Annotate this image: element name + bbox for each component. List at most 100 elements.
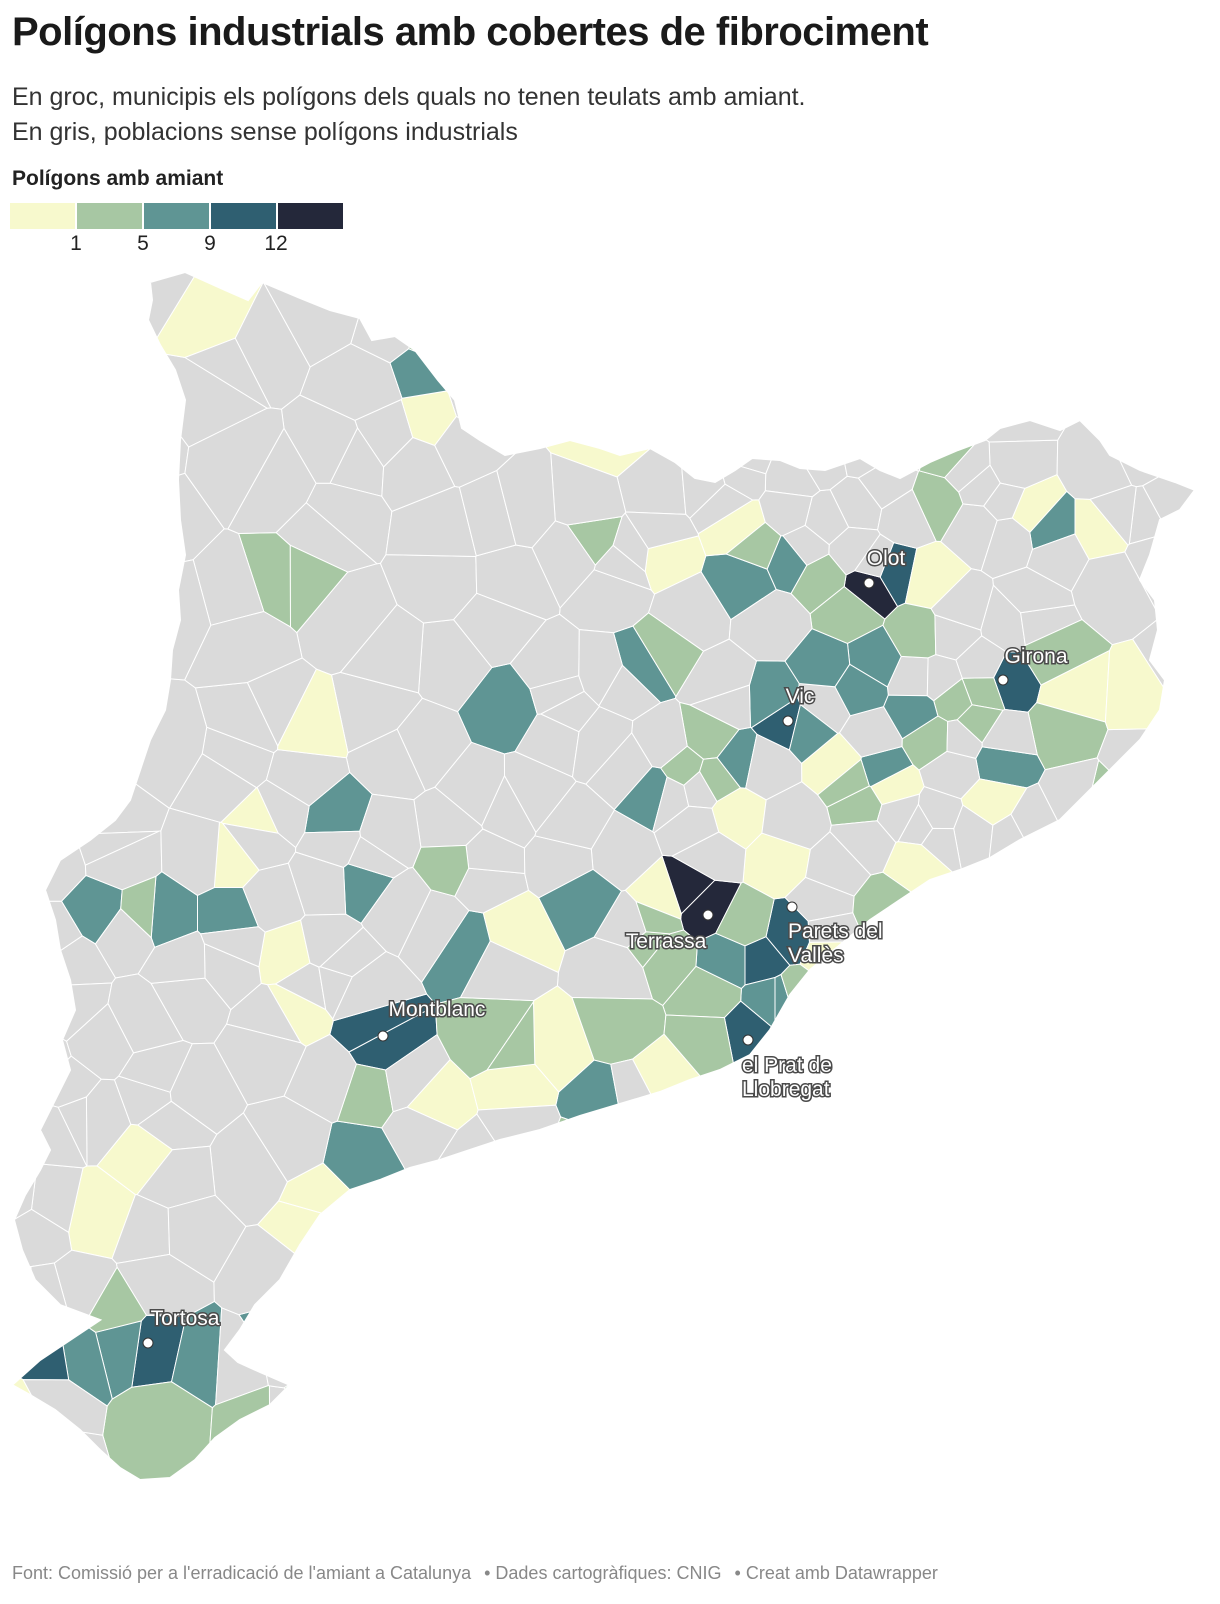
- municipality-polygon: [924, 414, 986, 446]
- municipality-polygon: [738, 272, 790, 318]
- municipality-polygon: [299, 343, 403, 421]
- municipality-polygon: [1084, 1341, 1171, 1411]
- city-label-girona: Girona: [1004, 645, 1067, 668]
- municipality-polygon: [612, 512, 649, 573]
- municipality-polygon: [160, 807, 220, 896]
- legend-ticks: 1 5 9 12: [10, 232, 350, 260]
- municipality-polygon: [701, 311, 770, 365]
- municipality-polygon: [295, 1332, 343, 1380]
- municipality-polygon: [40, 466, 111, 539]
- municipality-polygon: [610, 272, 688, 336]
- municipality-polygon: [936, 976, 1003, 1075]
- municipality-polygon: [519, 1263, 572, 1366]
- municipality-polygon: [389, 348, 463, 399]
- municipality-polygon: [848, 1325, 899, 1388]
- municipality-polygon: [12, 727, 76, 851]
- municipality-polygon: [550, 1454, 647, 1480]
- municipality-polygon: [926, 654, 963, 702]
- municipality-polygon: [817, 1384, 905, 1480]
- municipality-polygon: [930, 568, 994, 631]
- municipality-polygon: [107, 973, 184, 1054]
- municipality-polygon: [1153, 1082, 1195, 1155]
- city-label-olot: Olot: [867, 547, 906, 570]
- city-marker-el-prat-de-llobregat: [742, 1034, 754, 1046]
- municipality-polygon: [289, 544, 349, 634]
- municipality-polygon: [788, 703, 839, 765]
- municipality-polygon: [1154, 516, 1195, 608]
- municipality-polygon: [1146, 272, 1195, 339]
- map-subtitle: En groc, municipis els polígons dels qua…: [12, 80, 806, 150]
- municipality-polygon: [962, 272, 1056, 310]
- municipality-polygon: [982, 386, 1071, 443]
- municipality-polygon: [102, 1381, 213, 1480]
- municipality-polygon: [554, 1351, 619, 1408]
- municipality-polygon: [829, 820, 897, 876]
- municipality-polygon: [983, 1351, 1098, 1442]
- municipality-polygon: [614, 323, 712, 398]
- municipality-polygon: [782, 524, 830, 566]
- municipality-polygon: [283, 1378, 344, 1409]
- municipality-polygon: [83, 1266, 148, 1333]
- municipality-polygon: [469, 1152, 534, 1234]
- municipality-polygon: [12, 1260, 34, 1344]
- municipality-polygon: [387, 272, 530, 331]
- municipality-polygon: [989, 904, 1091, 992]
- municipality-polygon: [837, 1280, 918, 1333]
- municipality-polygon: [12, 608, 69, 729]
- municipality-polygon: [917, 1059, 972, 1111]
- municipality-polygon: [275, 502, 378, 573]
- municipality-polygon: [725, 1096, 782, 1185]
- municipality-polygon: [1136, 1192, 1195, 1251]
- municipality-polygon: [471, 1417, 575, 1480]
- municipality-polygon: [877, 488, 937, 549]
- municipality-polygon: [318, 1282, 396, 1359]
- municipality-polygon: [780, 370, 841, 441]
- municipality-polygon: [896, 1245, 945, 1297]
- city-marker-vic: [782, 715, 794, 727]
- municipality-polygon: [1169, 1001, 1195, 1085]
- municipality-polygon: [12, 462, 45, 530]
- municipality-polygon: [105, 595, 163, 685]
- municipality-polygon: [470, 1326, 538, 1374]
- municipality-polygon: [673, 1082, 738, 1173]
- municipality-polygon: [1058, 878, 1118, 959]
- municipality-polygon: [643, 367, 708, 448]
- municipality-polygon: [638, 1349, 672, 1393]
- municipality-polygon: [586, 1144, 659, 1249]
- municipality-polygon: [304, 1423, 420, 1480]
- municipality-polygon: [988, 850, 1084, 925]
- municipality-polygon: [900, 272, 991, 377]
- municipality-polygon: [762, 1289, 839, 1333]
- city-label-el-prat-de-llobregat: el Prat de Llobregat: [742, 1054, 832, 1101]
- municipality-polygon: [1089, 1251, 1143, 1302]
- municipality-polygon: [1089, 272, 1133, 313]
- municipality-polygon: [54, 277, 139, 353]
- municipality-polygon: [1117, 813, 1195, 909]
- municipality-polygon: [817, 758, 870, 808]
- municipality-polygon: [980, 1136, 1049, 1177]
- municipality-polygon: [486, 1000, 536, 1071]
- municipality-polygon: [737, 1157, 838, 1226]
- municipality-polygon: [571, 705, 634, 785]
- municipality-polygon: [199, 926, 266, 968]
- municipality-polygon: [909, 1012, 987, 1078]
- city-label-terrassa: Terrassa: [626, 930, 707, 953]
- municipality-polygon: [332, 1359, 395, 1406]
- municipality-polygon: [603, 1241, 714, 1343]
- municipality-polygon: [1114, 939, 1187, 1010]
- municipality-polygon: [507, 1160, 612, 1267]
- municipality-polygon: [839, 981, 903, 1050]
- municipality-polygon: [1132, 1032, 1195, 1093]
- municipality-polygon: [1088, 896, 1182, 971]
- municipality-polygon: [1022, 1262, 1094, 1320]
- municipality-polygon: [26, 432, 97, 477]
- municipality-polygon: [499, 272, 615, 437]
- municipality-polygon: [745, 1122, 817, 1178]
- municipality-polygon: [979, 1412, 1067, 1480]
- municipality-polygon: [728, 1322, 818, 1373]
- municipality-polygon: [213, 1224, 318, 1316]
- municipality-polygon: [122, 546, 184, 608]
- municipality-polygon: [688, 684, 752, 731]
- municipality-polygon: [514, 1362, 578, 1425]
- municipality-polygon: [291, 1397, 342, 1450]
